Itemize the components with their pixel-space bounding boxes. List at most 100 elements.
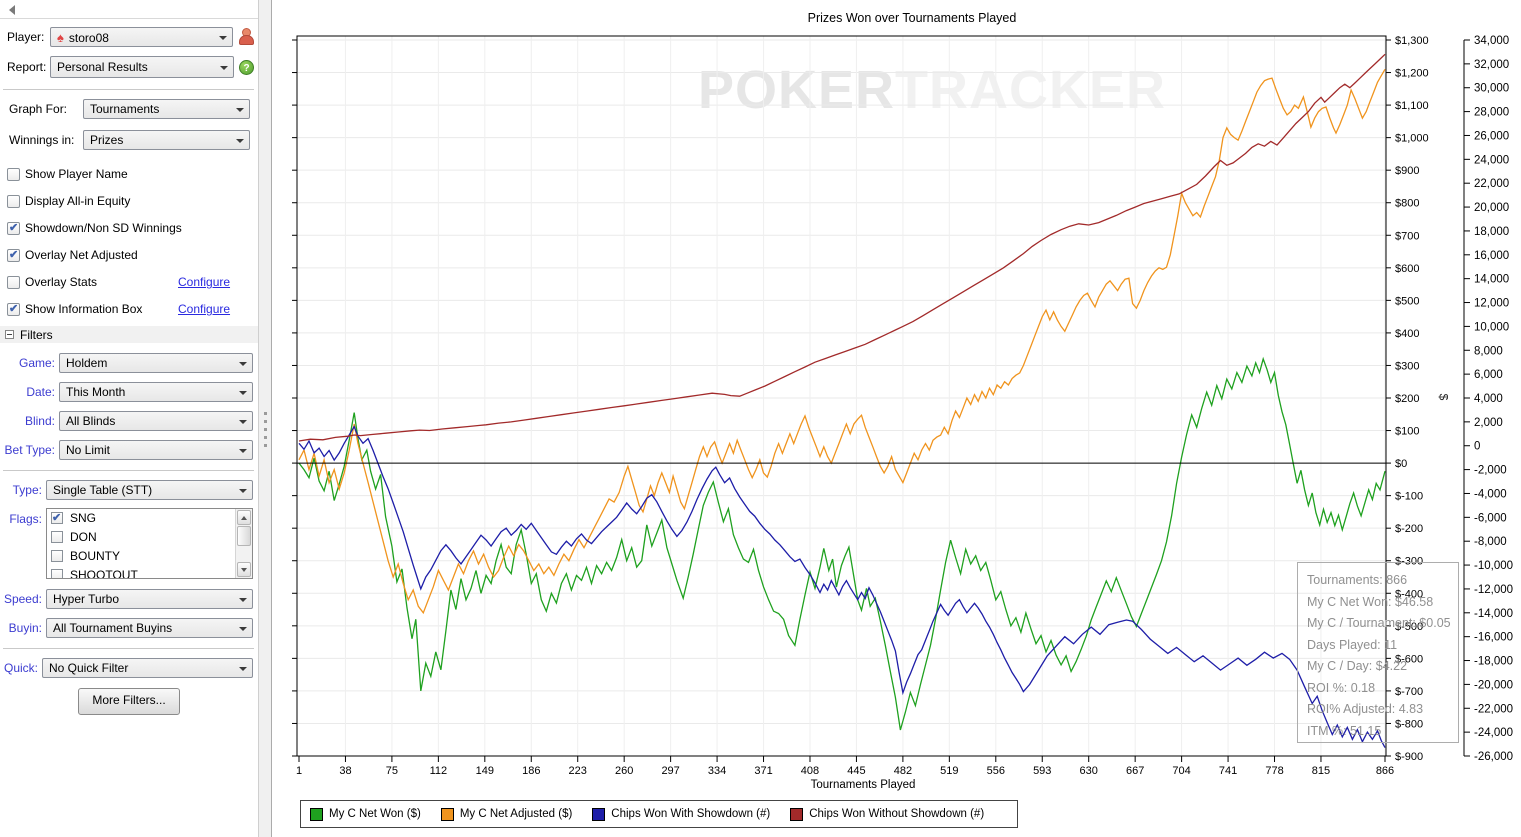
axis-tick-label: 4,000	[1474, 393, 1503, 405]
sidebar-splitter[interactable]	[258, 0, 272, 837]
checkbox[interactable]	[51, 511, 63, 524]
quick-filter-select[interactable]: No Quick Filter	[42, 658, 253, 678]
flag-item-don[interactable]: DON	[47, 528, 252, 547]
triangle-up-icon	[241, 516, 247, 520]
axis-tick-label: $-300	[1395, 556, 1423, 568]
axis-tick-label: 38	[339, 765, 351, 777]
checkbox[interactable]	[7, 168, 20, 181]
legend-item: Chips Won Without Showdown (#)	[790, 807, 984, 821]
player-label: Player:	[7, 30, 45, 44]
series-chips	[298, 425, 1386, 748]
checkbox[interactable]	[51, 550, 63, 562]
axis-tick-label: $1,100	[1395, 100, 1429, 112]
flags-scrollbar[interactable]	[235, 509, 252, 578]
axis-tick-label: 1	[296, 765, 302, 777]
configure-infobox-link[interactable]: Configure	[178, 302, 231, 316]
quick-filter-label: Quick:	[3, 661, 38, 675]
axis-tick-label: 186	[522, 765, 540, 777]
chart-title: Prizes Won over Tournaments Played	[807, 11, 1017, 25]
axis-tick-label: 30,000	[1474, 83, 1509, 95]
scrollbar-thumb[interactable]	[237, 526, 251, 546]
help-icon[interactable]: ?	[239, 60, 254, 75]
flag-label: SNG	[70, 511, 97, 525]
chevron-down-icon	[239, 598, 247, 602]
checkbox-label: Showdown/Non SD Winnings	[25, 221, 182, 235]
buyin-filter-select[interactable]: All Tournament Buyins	[46, 618, 253, 638]
buyin-filter-label: Buyin:	[8, 621, 42, 635]
chevron-down-icon	[239, 391, 247, 395]
scroll-down-button[interactable]	[237, 562, 251, 577]
type-filter-select[interactable]: Single Table (STT)	[46, 480, 253, 500]
axis-tick-label: -4,000	[1474, 488, 1507, 500]
player-manager-icon[interactable]	[237, 28, 254, 45]
axis-tick-label: $1,200	[1395, 68, 1429, 80]
collapse-filters-icon[interactable]	[5, 330, 14, 339]
configure-overlay-stats-link[interactable]: Configure	[178, 275, 231, 289]
flag-label: DON	[70, 530, 97, 544]
flags-list[interactable]: SNG DON BOUNTY SHOOTOUT	[46, 508, 253, 579]
checkbox[interactable]	[7, 276, 20, 289]
graph-for-select[interactable]: Tournaments	[83, 99, 250, 119]
axis-tick-label: -18,000	[1474, 656, 1513, 668]
chevron-down-icon	[220, 66, 228, 70]
flag-label: BOUNTY	[70, 549, 121, 563]
chevron-down-icon	[236, 139, 244, 143]
scroll-up-button[interactable]	[237, 510, 251, 525]
date-filter-select[interactable]: This Month	[59, 382, 253, 402]
axis-tick-label: 2,000	[1474, 417, 1503, 429]
report-select[interactable]: Personal Results	[50, 56, 234, 78]
axis-tick-label: 34,000	[1474, 35, 1509, 47]
flag-item-bounty[interactable]: BOUNTY	[47, 547, 252, 566]
series-dollar	[298, 356, 1386, 731]
axis-tick-label: -26,000	[1474, 751, 1513, 763]
checkbox[interactable]	[7, 302, 20, 316]
blind-filter-value: All Blinds	[66, 414, 116, 428]
legend-swatch	[310, 807, 323, 821]
axis-tick-label: 519	[940, 765, 958, 777]
axis-tick-label: -12,000	[1474, 584, 1513, 596]
more-filters-button[interactable]: More Filters...	[78, 688, 180, 715]
axis-tick-label: 8,000	[1474, 345, 1503, 357]
axis-tick-label: 445	[847, 765, 865, 777]
chevron-down-icon	[239, 362, 247, 366]
checkbox[interactable]	[51, 569, 63, 578]
checkbox-label: Show Information Box	[25, 302, 143, 316]
checkbox[interactable]	[7, 195, 20, 208]
divider	[3, 648, 254, 649]
info-box-line: ROI %: 0.18	[1307, 680, 1376, 695]
blind-filter-select[interactable]: All Blinds	[59, 411, 253, 431]
axis-tick-label: 482	[894, 765, 912, 777]
axis-tick-label: $900	[1395, 165, 1419, 177]
plot-border	[296, 35, 1387, 757]
checkbox[interactable]	[7, 248, 20, 262]
axis-tick-label: 741	[1219, 765, 1237, 777]
sidebar: Player: ♠ storo08 Report: Personal Result…	[0, 0, 258, 837]
axis-tick-label: 6,000	[1474, 369, 1503, 381]
winnings-in-select[interactable]: Prizes	[83, 130, 250, 150]
chevron-down-icon	[219, 36, 227, 40]
legend-item: Chips Won With Showdown (#)	[592, 807, 771, 821]
sidebar-top-strip	[0, 0, 258, 19]
filters-section-header[interactable]: Filters	[0, 326, 258, 343]
axis-tick-label: -8,000	[1474, 536, 1507, 548]
legend-label: Chips Won With Showdown (#)	[611, 808, 771, 820]
player-select[interactable]: ♠ storo08	[50, 27, 233, 47]
axis-tick-label: -14,000	[1474, 608, 1513, 620]
game-filter-select[interactable]: Holdem	[59, 353, 253, 373]
bet-type-filter-select[interactable]: No Limit	[59, 440, 253, 460]
speed-filter-select[interactable]: Hyper Turbo	[46, 589, 253, 609]
axis-tick-label: 0	[1474, 441, 1480, 453]
legend-item: My C Net Won ($)	[310, 807, 421, 821]
info-box-line: ITM %: 51.15	[1307, 723, 1382, 738]
checkbox[interactable]	[7, 221, 20, 235]
legend-swatch	[592, 807, 606, 821]
speed-filter-label: Speed:	[3, 592, 42, 606]
checkbox[interactable]	[51, 531, 63, 543]
flag-item-sng[interactable]: SNG	[47, 509, 252, 528]
collapse-sidebar-icon[interactable]	[9, 5, 15, 15]
axis-tick-label: -20,000	[1474, 679, 1513, 691]
series-dollar	[298, 68, 1386, 615]
speed-filter-value: Hyper Turbo	[53, 592, 120, 606]
flag-item-shootout[interactable]: SHOOTOUT	[47, 566, 252, 578]
